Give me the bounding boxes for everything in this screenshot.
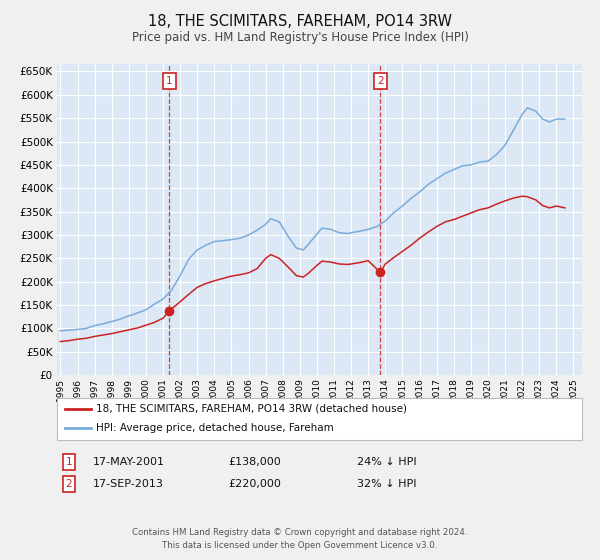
Text: 1: 1 bbox=[65, 457, 73, 467]
Text: 1: 1 bbox=[166, 76, 173, 86]
Text: HPI: Average price, detached house, Fareham: HPI: Average price, detached house, Fare… bbox=[97, 423, 334, 433]
Text: 2: 2 bbox=[65, 479, 73, 489]
Text: 24% ↓ HPI: 24% ↓ HPI bbox=[357, 457, 416, 467]
Text: £138,000: £138,000 bbox=[228, 457, 281, 467]
Text: Contains HM Land Registry data © Crown copyright and database right 2024.: Contains HM Land Registry data © Crown c… bbox=[132, 528, 468, 536]
Text: This data is licensed under the Open Government Licence v3.0.: This data is licensed under the Open Gov… bbox=[163, 541, 437, 550]
Text: £220,000: £220,000 bbox=[228, 479, 281, 489]
Text: 32% ↓ HPI: 32% ↓ HPI bbox=[357, 479, 416, 489]
Text: Price paid vs. HM Land Registry's House Price Index (HPI): Price paid vs. HM Land Registry's House … bbox=[131, 31, 469, 44]
Text: 17-MAY-2001: 17-MAY-2001 bbox=[93, 457, 165, 467]
Text: 18, THE SCIMITARS, FAREHAM, PO14 3RW (detached house): 18, THE SCIMITARS, FAREHAM, PO14 3RW (de… bbox=[97, 404, 407, 414]
Text: 2: 2 bbox=[377, 76, 383, 86]
Text: 17-SEP-2013: 17-SEP-2013 bbox=[93, 479, 164, 489]
Text: 18, THE SCIMITARS, FAREHAM, PO14 3RW: 18, THE SCIMITARS, FAREHAM, PO14 3RW bbox=[148, 14, 452, 29]
